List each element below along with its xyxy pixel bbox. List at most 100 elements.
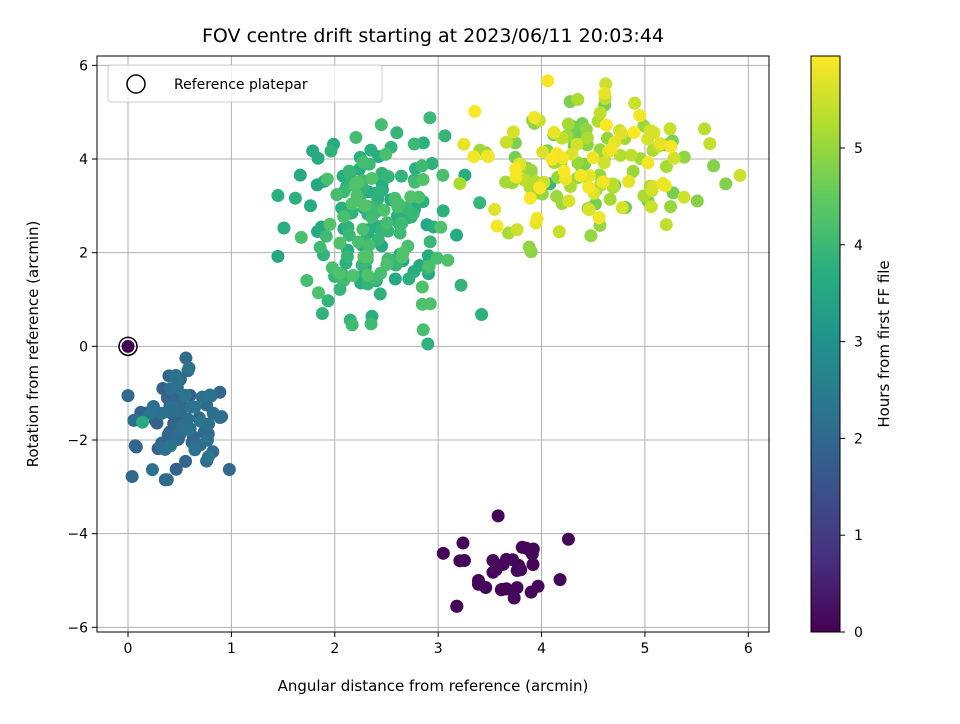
x-tick-label: 1 — [227, 641, 236, 657]
data-point — [613, 148, 627, 162]
data-point — [351, 235, 365, 249]
colorbar-label: Hours from first FF file — [875, 260, 893, 427]
data-point — [593, 106, 607, 120]
data-point — [342, 164, 356, 178]
data-point — [524, 163, 538, 177]
data-point — [436, 168, 450, 182]
data-point — [523, 191, 537, 205]
data-point — [356, 222, 370, 236]
data-point — [624, 148, 638, 162]
colorbar-tick-label: 3 — [854, 335, 863, 351]
legend-marker — [126, 74, 146, 94]
data-point — [423, 111, 437, 125]
data-point — [677, 150, 691, 164]
data-point — [627, 126, 641, 140]
data-point — [527, 111, 541, 125]
data-point — [271, 189, 285, 203]
data-point — [514, 563, 528, 577]
data-point — [582, 180, 596, 194]
data-point — [550, 189, 564, 203]
data-point — [356, 155, 370, 169]
data-point — [552, 225, 566, 239]
data-point — [374, 118, 388, 132]
data-point — [468, 104, 482, 118]
y-axis-ticks: −6 −4 −2 0 2 4 6 — [67, 58, 97, 636]
data-point — [304, 199, 318, 213]
data-point — [315, 307, 329, 321]
data-point — [547, 125, 561, 139]
data-point — [320, 172, 334, 186]
data-point — [184, 400, 198, 414]
data-point — [719, 177, 733, 191]
data-point — [490, 219, 504, 233]
data-point — [584, 229, 598, 243]
data-point — [345, 318, 359, 332]
colorbar-tick-label: 0 — [854, 625, 863, 641]
data-point — [388, 272, 402, 286]
data-point — [690, 194, 704, 208]
data-point — [324, 144, 338, 158]
data-point — [365, 171, 379, 185]
data-point — [599, 118, 613, 132]
data-point — [707, 159, 721, 173]
data-point — [161, 428, 175, 442]
data-point — [586, 151, 600, 165]
data-point — [380, 257, 394, 271]
y-tick-label: −4 — [67, 527, 88, 543]
data-point — [580, 131, 594, 145]
y-tick-label: 4 — [79, 152, 88, 168]
data-point — [121, 389, 135, 403]
data-point — [200, 433, 214, 447]
data-point — [499, 135, 513, 149]
data-point — [456, 536, 470, 550]
reference-platepar-marker — [118, 336, 138, 357]
data-point — [533, 181, 547, 195]
data-point — [365, 210, 379, 224]
data-point — [125, 470, 139, 484]
data-point — [545, 152, 559, 166]
data-point — [703, 137, 717, 151]
data-point — [288, 191, 302, 205]
data-point — [311, 286, 325, 300]
data-point — [499, 582, 513, 596]
data-point — [659, 160, 673, 174]
x-axis-ticks: 0 1 2 3 4 5 6 — [124, 632, 753, 657]
data-point — [416, 323, 430, 337]
data-point — [350, 176, 364, 190]
data-point — [179, 454, 193, 468]
data-point — [438, 129, 452, 143]
data-point — [506, 553, 520, 567]
data-point — [659, 218, 673, 232]
data-point — [206, 406, 220, 420]
colorbar-tick-label: 5 — [854, 141, 863, 157]
colorbar-tick-label: 2 — [854, 431, 863, 447]
data-point — [570, 137, 584, 151]
data-point — [342, 228, 356, 242]
data-point — [323, 217, 337, 231]
data-point — [454, 278, 468, 292]
data-point — [644, 200, 658, 214]
data-point — [300, 274, 314, 288]
data-point — [357, 199, 371, 213]
data-point — [677, 190, 691, 204]
data-point — [592, 211, 606, 225]
colorbar-ticks: 0 1 2 3 4 5 — [840, 141, 863, 641]
data-point — [377, 203, 391, 217]
data-point — [395, 216, 409, 230]
data-point — [333, 236, 347, 250]
data-point — [628, 96, 642, 110]
data-point — [486, 554, 500, 568]
data-point — [510, 223, 524, 237]
data-point — [396, 246, 410, 260]
data-point — [421, 337, 435, 351]
data-point — [404, 190, 418, 204]
colorbar: 0 1 2 3 4 5 Hours from first FF file — [810, 55, 893, 641]
data-point — [170, 380, 184, 394]
data-point — [509, 162, 523, 176]
data-point — [571, 93, 585, 107]
data-point — [425, 157, 439, 171]
data-point — [450, 228, 464, 242]
y-tick-label: 6 — [79, 58, 88, 74]
colorbar-tick-label: 4 — [854, 238, 863, 254]
